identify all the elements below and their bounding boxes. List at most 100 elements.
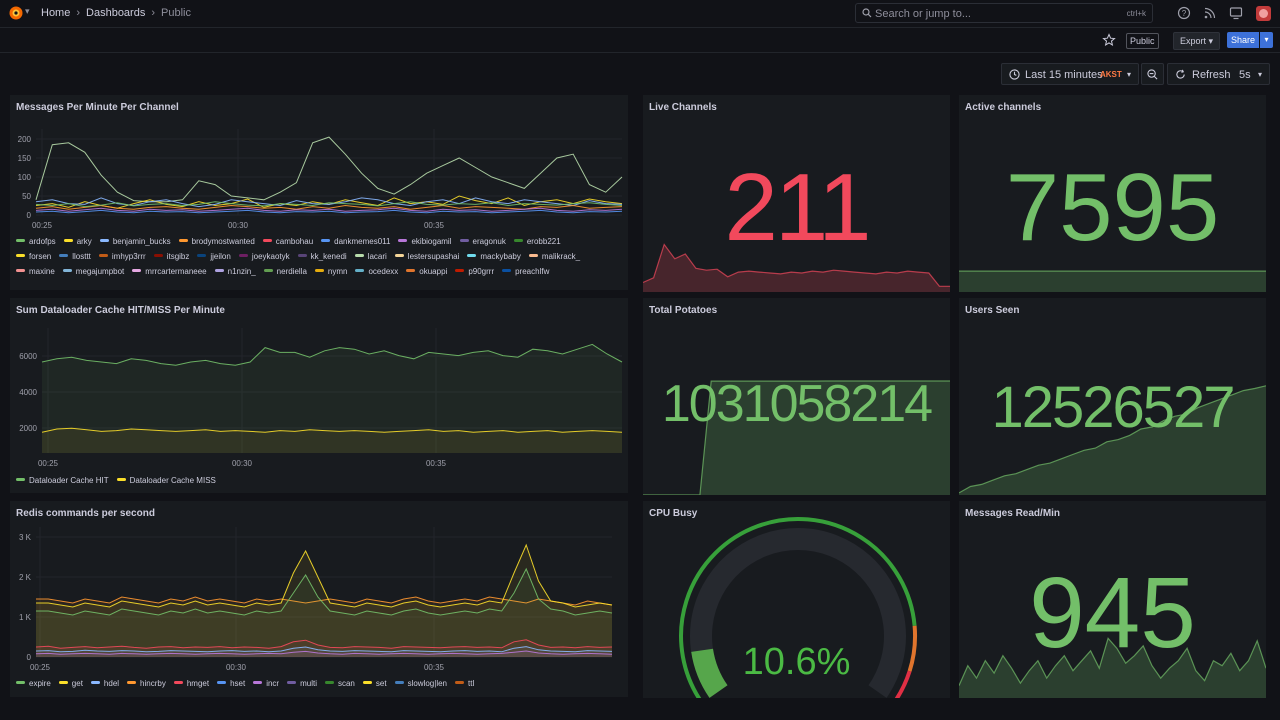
legend-item[interactable]: ocedexx [355,264,398,279]
chevron-down-icon: ▾ [1127,70,1132,79]
legend-swatch [62,269,72,273]
grafana-logo-icon[interactable] [8,5,24,21]
monitor-icon[interactable] [1229,6,1243,20]
legend-swatch [16,269,25,273]
breadcrumb-home[interactable]: Home [41,7,71,19]
legend-item[interactable]: maxine [16,264,55,279]
legend-item[interactable]: mrrcartermaneee [132,264,207,279]
legend-item[interactable]: set [362,676,387,691]
share-button[interactable]: Share [1227,32,1259,48]
legend-item[interactable]: jjeilon [197,249,231,264]
legend-label: hincrby [140,679,166,688]
total-potatoes-value: 1031058214 [661,375,933,433]
legend-item[interactable]: hmget [173,676,210,691]
legend-label: brodymostwanted [191,237,255,246]
legend-item[interactable]: ardofps [16,234,56,249]
time-range-picker[interactable]: Last 15 minutes AKST ▾ [1001,63,1139,85]
legend-item[interactable]: expire [16,676,51,691]
legend-item[interactable]: hdel [90,676,119,691]
legend-item[interactable]: hincrby [127,676,166,691]
legend-item[interactable]: n1nzin_ [214,264,256,279]
series-area [42,344,622,453]
legend-item[interactable]: arky [63,234,92,249]
legend-label: cambohau [275,237,314,246]
legend-item[interactable]: erobb221 [513,234,561,249]
star-icon[interactable] [1102,33,1116,47]
legend-item[interactable]: cambohau [262,234,314,249]
panel-users-seen[interactable]: Users Seen 12526527 [959,298,1266,495]
legend-item[interactable]: multi [287,676,317,691]
legend-item[interactable]: dankmemes011 [321,234,390,249]
legend-item[interactable]: p90grrr [455,264,494,279]
sparkline-line [643,380,950,495]
zoom-out-button[interactable] [1141,63,1164,85]
legend-item[interactable]: benjamin_bucks [99,234,171,249]
y-tick-label: 200 [18,135,32,144]
legend-item[interactable]: eragonuk [459,234,506,249]
help-icon[interactable]: ? [1177,6,1191,20]
breadcrumb-dashboards[interactable]: Dashboards [86,7,146,19]
legend-item[interactable]: llosttt [59,249,91,264]
panel-active-channels[interactable]: Active channels 7595 [959,95,1266,292]
panel-title: Total Potatoes [649,305,718,316]
legend-item[interactable]: incr [253,676,279,691]
legend-item[interactable]: Dataloader Cache MISS [116,473,216,488]
legend-item[interactable]: ekibiogamil [398,234,452,249]
refresh-button[interactable]: Refresh 5s ▾ [1167,63,1270,85]
messages-timeseries-chart: 200 150 100 50 000:25 00:30 00:35 [18,129,623,230]
legend-label: forsen [29,252,52,261]
legend-item[interactable]: hset [217,676,245,691]
legend-item[interactable]: malikrack_ [528,249,580,264]
share-options-button[interactable]: ▾ [1260,32,1273,48]
legend-label: n1nzin_ [227,267,256,276]
legend-swatch [297,254,307,258]
legend-item[interactable]: lacari [354,249,387,264]
panel-cache-hit-miss[interactable]: Sum Dataloader Cache HIT/MISS Per Minute… [10,298,628,493]
search-input[interactable]: Search or jump to... ctrl+k [855,3,1153,23]
panel-total-potatoes[interactable]: Total Potatoes 1031058214 [643,298,950,495]
export-button[interactable]: Export ▾ [1173,32,1221,50]
avatar[interactable] [1256,6,1271,21]
rss-news-icon[interactable] [1203,6,1217,20]
panel-title: Messages Read/Min [965,508,1061,519]
legend-item[interactable]: scan [324,676,355,691]
x-tick-label: 00:35 [426,459,447,468]
legend-item[interactable]: brodymostwanted [178,234,255,249]
legend-item[interactable]: forsen [16,249,51,264]
series-area [42,428,622,453]
panel-title: Live Channels [649,102,717,113]
legend-item[interactable]: nymn [314,264,347,279]
panel-live-channels[interactable]: Live Channels 211 [643,95,950,292]
legend-swatch [197,254,207,258]
legend-item[interactable]: nerdiella [263,264,307,279]
live-channels-sparkline [643,243,950,292]
panel-redis-commands[interactable]: Redis commands per second 3 K 2 K 1 K 0 00:2… [10,501,628,697]
legend-item[interactable]: mackybaby [467,249,521,264]
legend-label: p90grrr [468,267,495,276]
legend-label: ocedexx [368,267,399,276]
legend-item[interactable]: kk_kenedi [297,249,347,264]
legend-item[interactable]: slowlog|len [394,676,447,691]
legend-item[interactable]: get [58,676,83,691]
legend-item[interactable]: okuappi [406,264,447,279]
legend-label: imhyp3rrr [111,252,146,261]
refresh-interval: 5s [1239,69,1251,81]
panel-messages-per-minute[interactable]: Messages Per Minute Per Channel 200 150 10… [10,95,628,290]
x-tick-label: 00:35 [424,663,445,672]
legend-item[interactable]: ttl [455,676,474,691]
legend-swatch [354,254,364,258]
y-tick-label: 2000 [19,424,37,433]
panel-messages-read[interactable]: Messages Read/Min 945 [959,501,1266,698]
legend-item[interactable]: imhyp3rrr [98,249,146,264]
legend-item[interactable]: Dataloader Cache HIT [16,473,109,488]
legend-item[interactable]: joeykaotyk [238,249,290,264]
legend-item[interactable]: megajumpbot [62,264,124,279]
chevron-down-icon[interactable]: ▾ [25,6,30,16]
legend-item[interactable]: preachlfw [502,264,549,279]
legend-item[interactable]: itsgibz [153,249,189,264]
legend-item[interactable]: lestersupashai [394,249,459,264]
legend-label: hmget [186,679,210,688]
legend-row: ardofps arky benjamin_bucks brodymostwanted… [16,234,626,249]
search-shortcut: ctrl+k [1126,9,1146,18]
panel-cpu-busy[interactable]: CPU Busy 10.6% [643,501,950,698]
